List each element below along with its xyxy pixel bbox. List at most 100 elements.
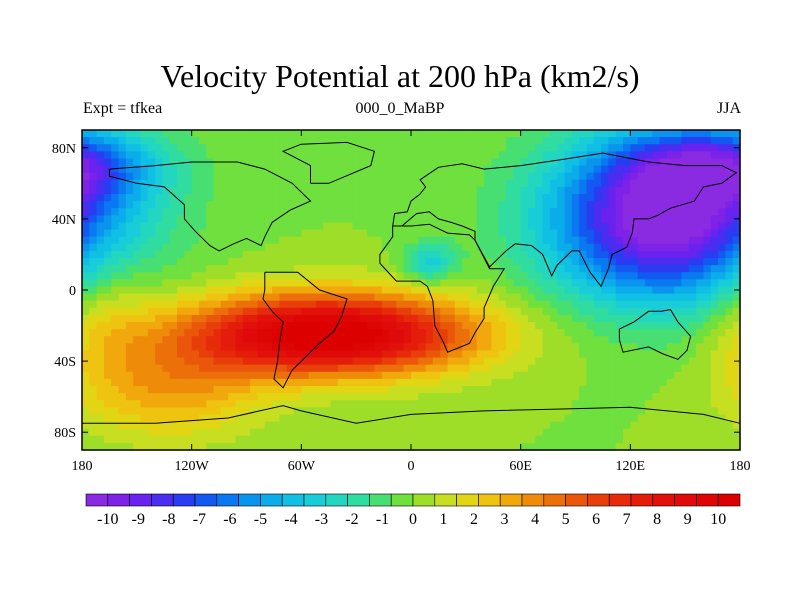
field-cell [418, 293, 427, 302]
field-cell [725, 258, 734, 266]
field-cell [732, 343, 741, 352]
colorbar-swatch [85, 493, 109, 507]
field-cell [462, 435, 471, 444]
field-cell [213, 407, 222, 416]
field-cell [542, 357, 551, 366]
field-cell [169, 357, 178, 366]
field-cell [213, 435, 222, 444]
colorbar-swatch [456, 493, 479, 507]
field-cell [615, 144, 624, 152]
field-cell [520, 158, 529, 167]
field-cell [498, 208, 507, 216]
field-cell [579, 215, 588, 224]
field-cell [315, 386, 324, 394]
field-cell [184, 144, 193, 152]
field-cell [718, 144, 726, 152]
field-cell [118, 137, 127, 145]
field-cell [111, 350, 120, 359]
field-cell [125, 194, 134, 202]
field-cell [484, 215, 493, 224]
field-cell [308, 258, 317, 266]
field-cell [666, 215, 675, 224]
field-cell [557, 393, 566, 401]
field-cell [535, 158, 544, 167]
field-cell [659, 428, 668, 437]
field-cell [191, 186, 200, 195]
field-cell [564, 158, 573, 167]
field-cell [732, 229, 741, 238]
field-cell [666, 229, 675, 238]
field-cell [337, 393, 346, 401]
field-cell [527, 215, 536, 224]
field-cell [652, 201, 661, 209]
field-cell [220, 222, 229, 231]
field-cell [440, 400, 449, 408]
colorbar-label: 5 [562, 511, 570, 528]
field-cell [359, 222, 368, 231]
field-cell [89, 364, 98, 373]
field-cell [462, 442, 471, 451]
field-cell [491, 201, 500, 209]
field-cell [681, 350, 690, 359]
field-cell [696, 364, 705, 373]
field-cell [184, 400, 193, 408]
field-cell [301, 364, 310, 373]
field-cell [418, 194, 427, 202]
colorbar-label: -6 [223, 511, 236, 528]
field-cell [498, 371, 507, 380]
field-cell [162, 307, 171, 316]
colorbar-swatch [172, 493, 196, 507]
field-cell [513, 343, 522, 352]
field-cell [279, 307, 288, 316]
field-cell [454, 265, 463, 273]
field-cell [235, 151, 244, 160]
field-cell [469, 300, 478, 309]
field-cell [345, 407, 354, 416]
field-cell [454, 130, 463, 138]
field-cell [608, 201, 617, 209]
field-cell [418, 229, 427, 238]
field-cell [345, 386, 354, 394]
field-cell [169, 250, 178, 259]
field-cell [681, 137, 690, 145]
field-cell [250, 407, 259, 416]
field-cell [542, 186, 551, 195]
field-cell [476, 357, 485, 366]
field-cell [403, 286, 412, 295]
field-cell [527, 357, 536, 366]
field-cell [498, 300, 507, 309]
field-cell [206, 279, 215, 288]
field-cell [637, 393, 646, 401]
field-cell [725, 130, 734, 138]
field-cell [147, 222, 156, 231]
field-cell [593, 172, 602, 181]
field-cell [447, 179, 456, 188]
field-cell [220, 386, 229, 394]
field-cell [718, 158, 726, 167]
field-cell [411, 329, 419, 337]
field-cell [140, 364, 149, 373]
field-cell [162, 322, 171, 330]
field-cell [257, 371, 266, 380]
field-cell [228, 293, 237, 302]
field-cell [374, 350, 383, 359]
field-cell [666, 414, 675, 423]
field-cell [710, 414, 719, 423]
field-cell [250, 435, 259, 444]
field-cell [308, 208, 317, 216]
field-cell [118, 428, 127, 437]
field-cell [454, 201, 463, 209]
field-cell [352, 208, 361, 216]
field-cell [476, 336, 485, 344]
field-cell [374, 400, 383, 408]
field-cell [155, 428, 164, 437]
field-cell [169, 179, 178, 188]
field-cell [286, 272, 295, 280]
field-cell [506, 272, 514, 280]
field-cell [615, 250, 624, 259]
field-cell [564, 300, 573, 309]
field-cell [301, 201, 310, 209]
field-cell [308, 407, 317, 416]
field-cell [564, 272, 573, 280]
